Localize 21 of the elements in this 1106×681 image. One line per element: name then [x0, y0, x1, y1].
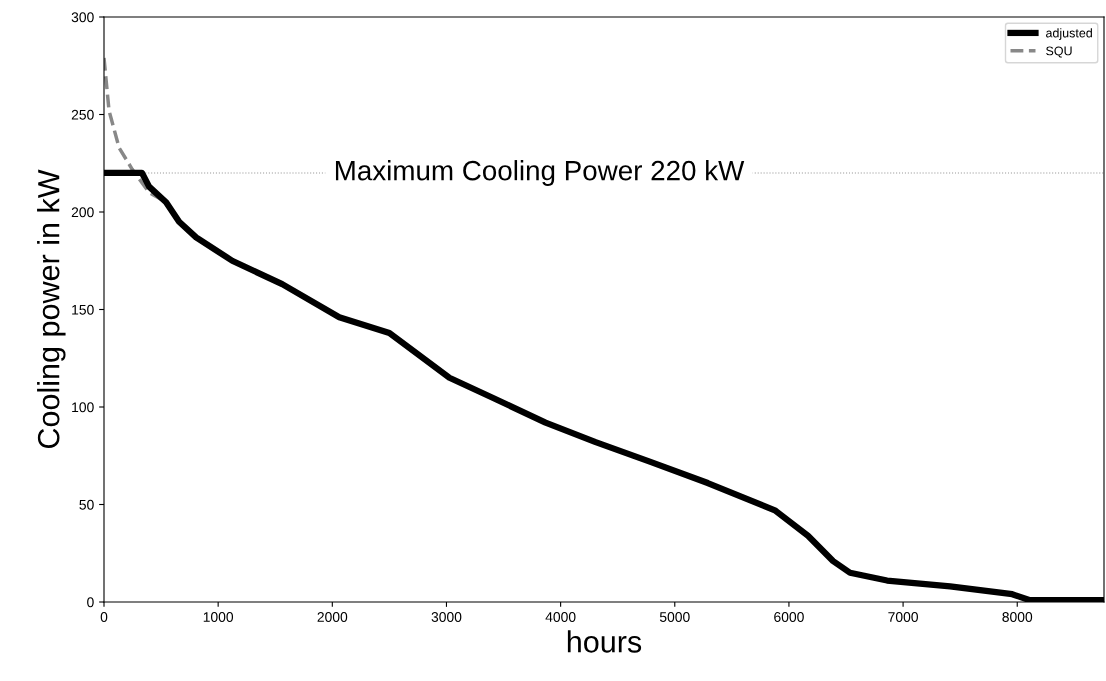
- y-tick-label: 100: [72, 402, 94, 413]
- x-tick-label: 6000: [774, 612, 804, 622]
- x-tick-label: 4000: [545, 612, 576, 622]
- x-tick-label: 0: [100, 612, 108, 622]
- x-tick-label: 1000: [203, 612, 234, 622]
- x-tick-label: 5000: [659, 612, 690, 622]
- y-tick-label: 150: [72, 304, 94, 315]
- x-tick-label: 8000: [1002, 612, 1033, 622]
- x-axis-title: hours: [567, 630, 642, 653]
- y-axis-title: Cooling power in kW: [37, 169, 66, 449]
- x-tick-label: 2000: [317, 612, 348, 622]
- y-tick-label: 0: [87, 597, 94, 608]
- y-tick-label: 300: [71, 12, 94, 23]
- y-tick-label: 200: [71, 207, 94, 218]
- legend-label: adjusted: [1046, 28, 1092, 40]
- y-tick-label: 50: [79, 499, 94, 510]
- x-tick-label: 3000: [431, 612, 462, 622]
- ref-line-label: Maximum Cooling Power 220 kW: [335, 160, 745, 186]
- y-tick-label: 250: [71, 109, 94, 120]
- x-tick-label: 7000: [888, 612, 918, 622]
- legend-label: SQU: [1046, 46, 1072, 58]
